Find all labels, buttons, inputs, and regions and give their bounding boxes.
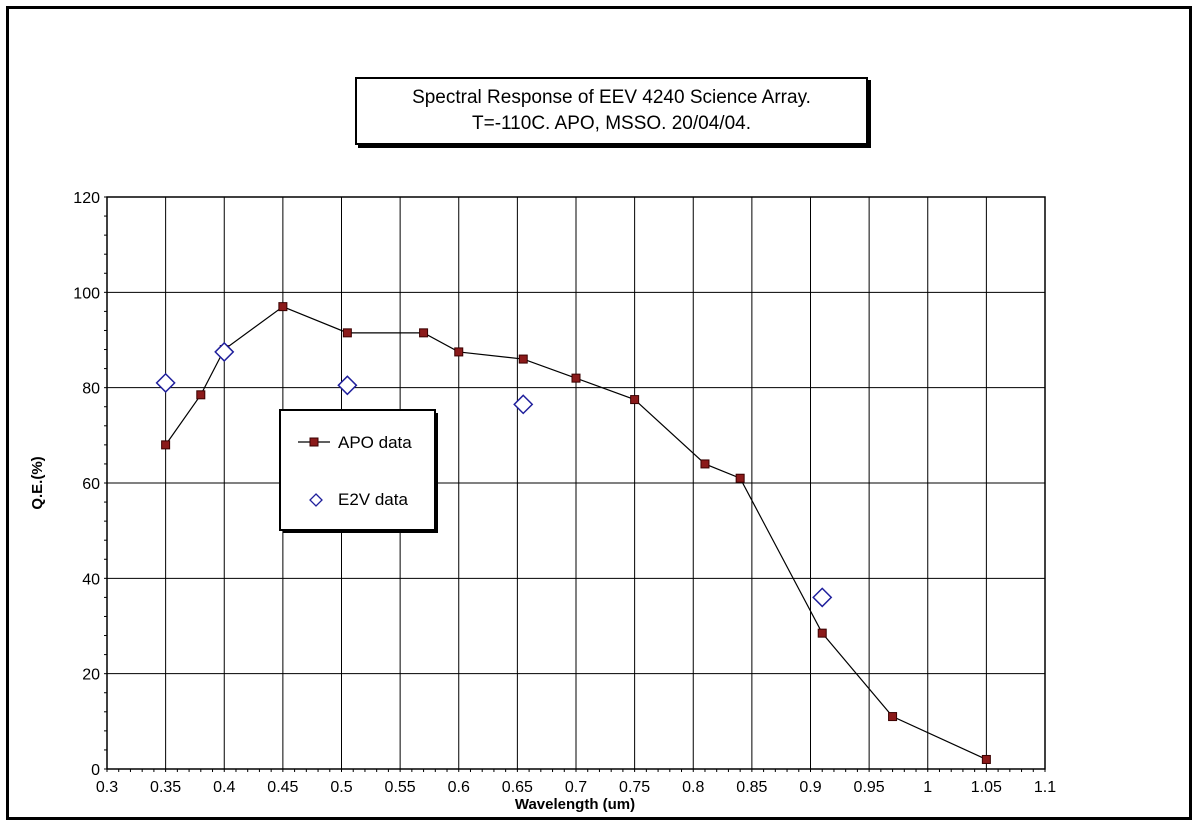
apo-data-point: [454, 347, 464, 357]
apo-data-point: [817, 628, 827, 638]
apo-data-point: [278, 302, 288, 312]
x-tick-label: 1.1: [1034, 779, 1056, 796]
apo-data-point: [342, 328, 352, 338]
e2v-data-point: [155, 372, 176, 393]
x-tick-label: 1: [923, 779, 932, 796]
x-tick-label: 0.9: [799, 779, 821, 796]
legend: APO data E2V data: [279, 409, 438, 533]
apo-data-point: [518, 354, 528, 364]
y-tick-label: 20: [82, 667, 100, 684]
axes: [104, 196, 1046, 772]
x-tick-label: 0.85: [736, 779, 767, 796]
x-tick-label: 0.6: [448, 779, 470, 796]
e2v-data-point: [812, 587, 833, 608]
y-tick-label: 80: [82, 381, 100, 398]
apo-data-point: [735, 473, 745, 483]
y-tick-label: 120: [73, 190, 100, 207]
apo-data-point: [630, 395, 640, 405]
apo-data-point: [700, 459, 710, 469]
series-layer: [155, 302, 991, 764]
legend-e2v-diamond-icon: [309, 493, 323, 507]
chart-title: Spectral Response of EEV 4240 Science Ar…: [412, 87, 811, 108]
apo-data-point: [419, 328, 429, 338]
x-tick-label: 0.65: [502, 779, 533, 796]
y-tick-label: 0: [91, 762, 100, 779]
x-tick-label: 0.8: [682, 779, 704, 796]
chart-subtitle: T=-110C. APO, MSSO. 20/04/04.: [472, 113, 751, 134]
x-tick-label: 0.4: [213, 779, 235, 796]
x-axis-label: Wavelength (um): [515, 796, 635, 813]
apo-data-point: [571, 373, 581, 383]
e2v-data-point: [513, 394, 534, 415]
series-e2v-data: [155, 341, 833, 608]
legend-e2v-label: E2V data: [338, 490, 408, 509]
y-tick-label: 40: [82, 571, 100, 588]
apo-data-point: [981, 754, 991, 764]
x-tick-label: 0.35: [150, 779, 181, 796]
x-tick-label: 0.45: [267, 779, 298, 796]
x-tick-label: 1.05: [971, 779, 1002, 796]
x-tick-label: 0.75: [619, 779, 650, 796]
apo-data-point: [888, 712, 898, 722]
apo-data-point: [196, 390, 206, 400]
x-tick-label: 0.55: [385, 779, 416, 796]
x-tick-label: 0.5: [330, 779, 352, 796]
x-tick-label: 0.95: [854, 779, 885, 796]
y-axis-label: Q.E.(%): [29, 456, 46, 509]
e2v-data-point: [337, 375, 358, 396]
tick-labels: 0.3 0.35 0.4 0.45 0.5 0.55 0.6 0.65 0.7 0.75 0.8 0.…: [73, 190, 1056, 796]
grid-lines: [106, 196, 1046, 770]
x-tick-label: 0.3: [96, 779, 118, 796]
y-tick-label: 60: [82, 476, 100, 493]
legend-box: [279, 409, 436, 531]
legend-apo-label: APO data: [338, 433, 412, 452]
chart-title-box: Spectral Response of EEV 4240 Science Ar…: [355, 77, 868, 145]
e2v-data-point: [214, 341, 235, 362]
x-tick-label: 0.7: [565, 779, 587, 796]
y-tick-label: 100: [73, 285, 100, 302]
legend-apo-square-icon: [309, 437, 319, 447]
apo-data-point: [161, 440, 171, 450]
